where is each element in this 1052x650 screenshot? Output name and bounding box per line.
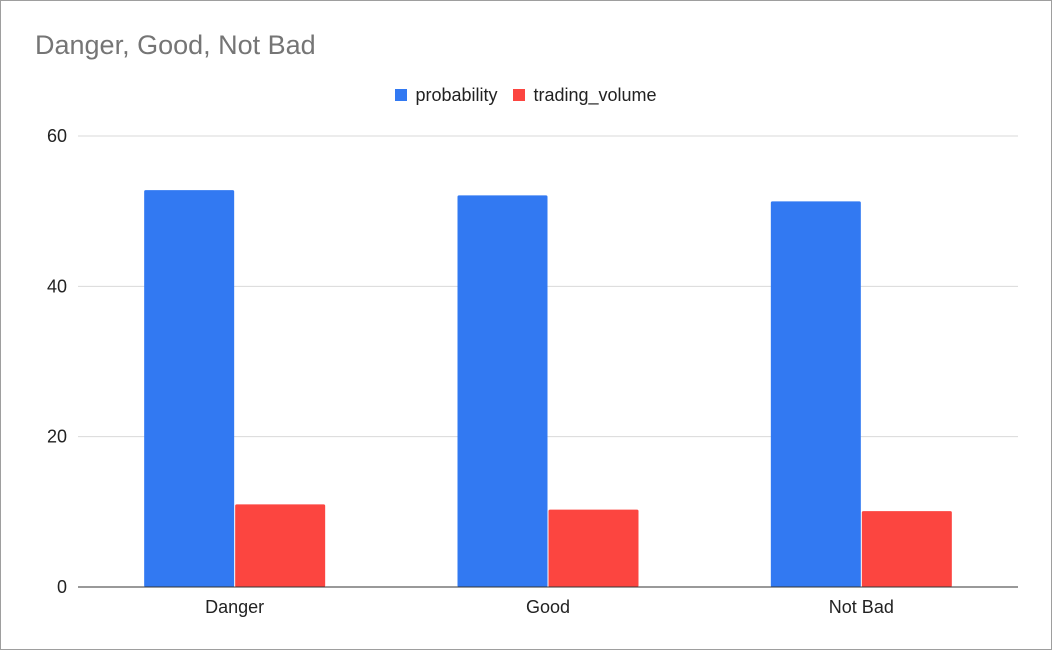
x-tick-label-not-bad: Not Bad [829, 597, 894, 617]
bar-probability-good [457, 195, 548, 588]
x-tick-label-danger: Danger [205, 597, 264, 617]
legend: probability trading_volume [0, 82, 1052, 108]
bar-probability-not-bad [770, 201, 861, 587]
bar-trading-volume-not-bad [861, 511, 952, 587]
y-tick-label-0: 0 [57, 577, 67, 597]
legend-swatch-probability [395, 89, 408, 101]
legend-item-probability: probability [395, 85, 497, 106]
bar-trading-volume-danger [235, 504, 326, 587]
y-tick-label-40: 40 [47, 276, 67, 296]
legend-label-probability: probability [415, 84, 498, 105]
chart-title: Danger, Good, Not Bad [35, 30, 316, 60]
y-tick-label-20: 20 [47, 427, 67, 447]
legend-swatch-trading-volume [513, 89, 526, 101]
x-tick-label-good: Good [526, 597, 570, 617]
legend-item-trading-volume: trading_volume [513, 84, 657, 106]
bar-trading-volume-good [548, 509, 639, 587]
bar-probability-danger [144, 190, 235, 587]
legend-label-trading-volume: trading_volume [533, 84, 657, 105]
y-tick-label-60: 60 [47, 126, 67, 146]
